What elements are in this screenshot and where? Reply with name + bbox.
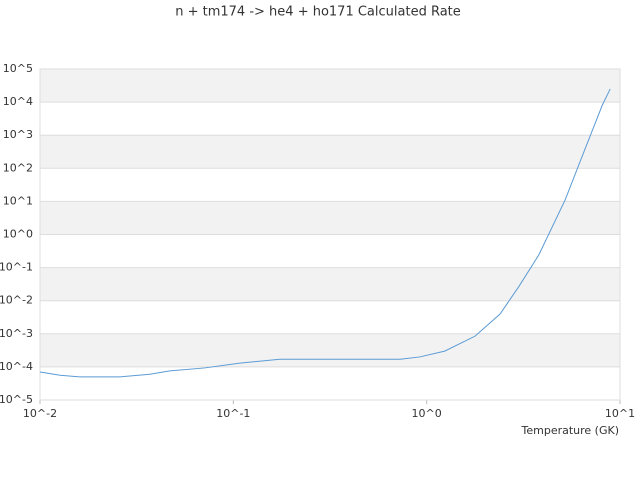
plot-frame (39, 68, 621, 401)
line (39, 88, 611, 378)
y-tick-label: 10^5 (3, 62, 33, 75)
grid-band (40, 135, 620, 169)
grid-band (40, 69, 620, 103)
y-tick-label: 10^3 (3, 128, 33, 141)
x-tick-label: 10^-2 (23, 407, 57, 420)
chart-title: n + tm174 -> he4 + ho171 Calculated Rate (175, 5, 461, 20)
y-tick-label: 10^-1 (0, 261, 33, 274)
y-tick-label: 10^-4 (0, 360, 33, 373)
y-tick-label: 10^-5 (0, 393, 33, 406)
grid-band (40, 267, 620, 301)
y-tick-label: 10^-2 (0, 294, 33, 307)
y-tick-label: 10^0 (3, 228, 33, 241)
x-tick-label: 10^1 (605, 407, 635, 420)
y-tick-label: 10^1 (3, 194, 33, 207)
y-tick-label: 10^2 (3, 161, 33, 174)
y-tick-label: 10^4 (3, 95, 33, 108)
x-axis-label: Temperature (GK) (521, 424, 620, 437)
grid-band (40, 201, 620, 235)
y-tick-label: 10^-3 (0, 327, 33, 340)
x-tick-label: 10^-1 (216, 407, 250, 420)
x-tick-label: 10^0 (412, 407, 442, 420)
grid-band (40, 333, 620, 367)
